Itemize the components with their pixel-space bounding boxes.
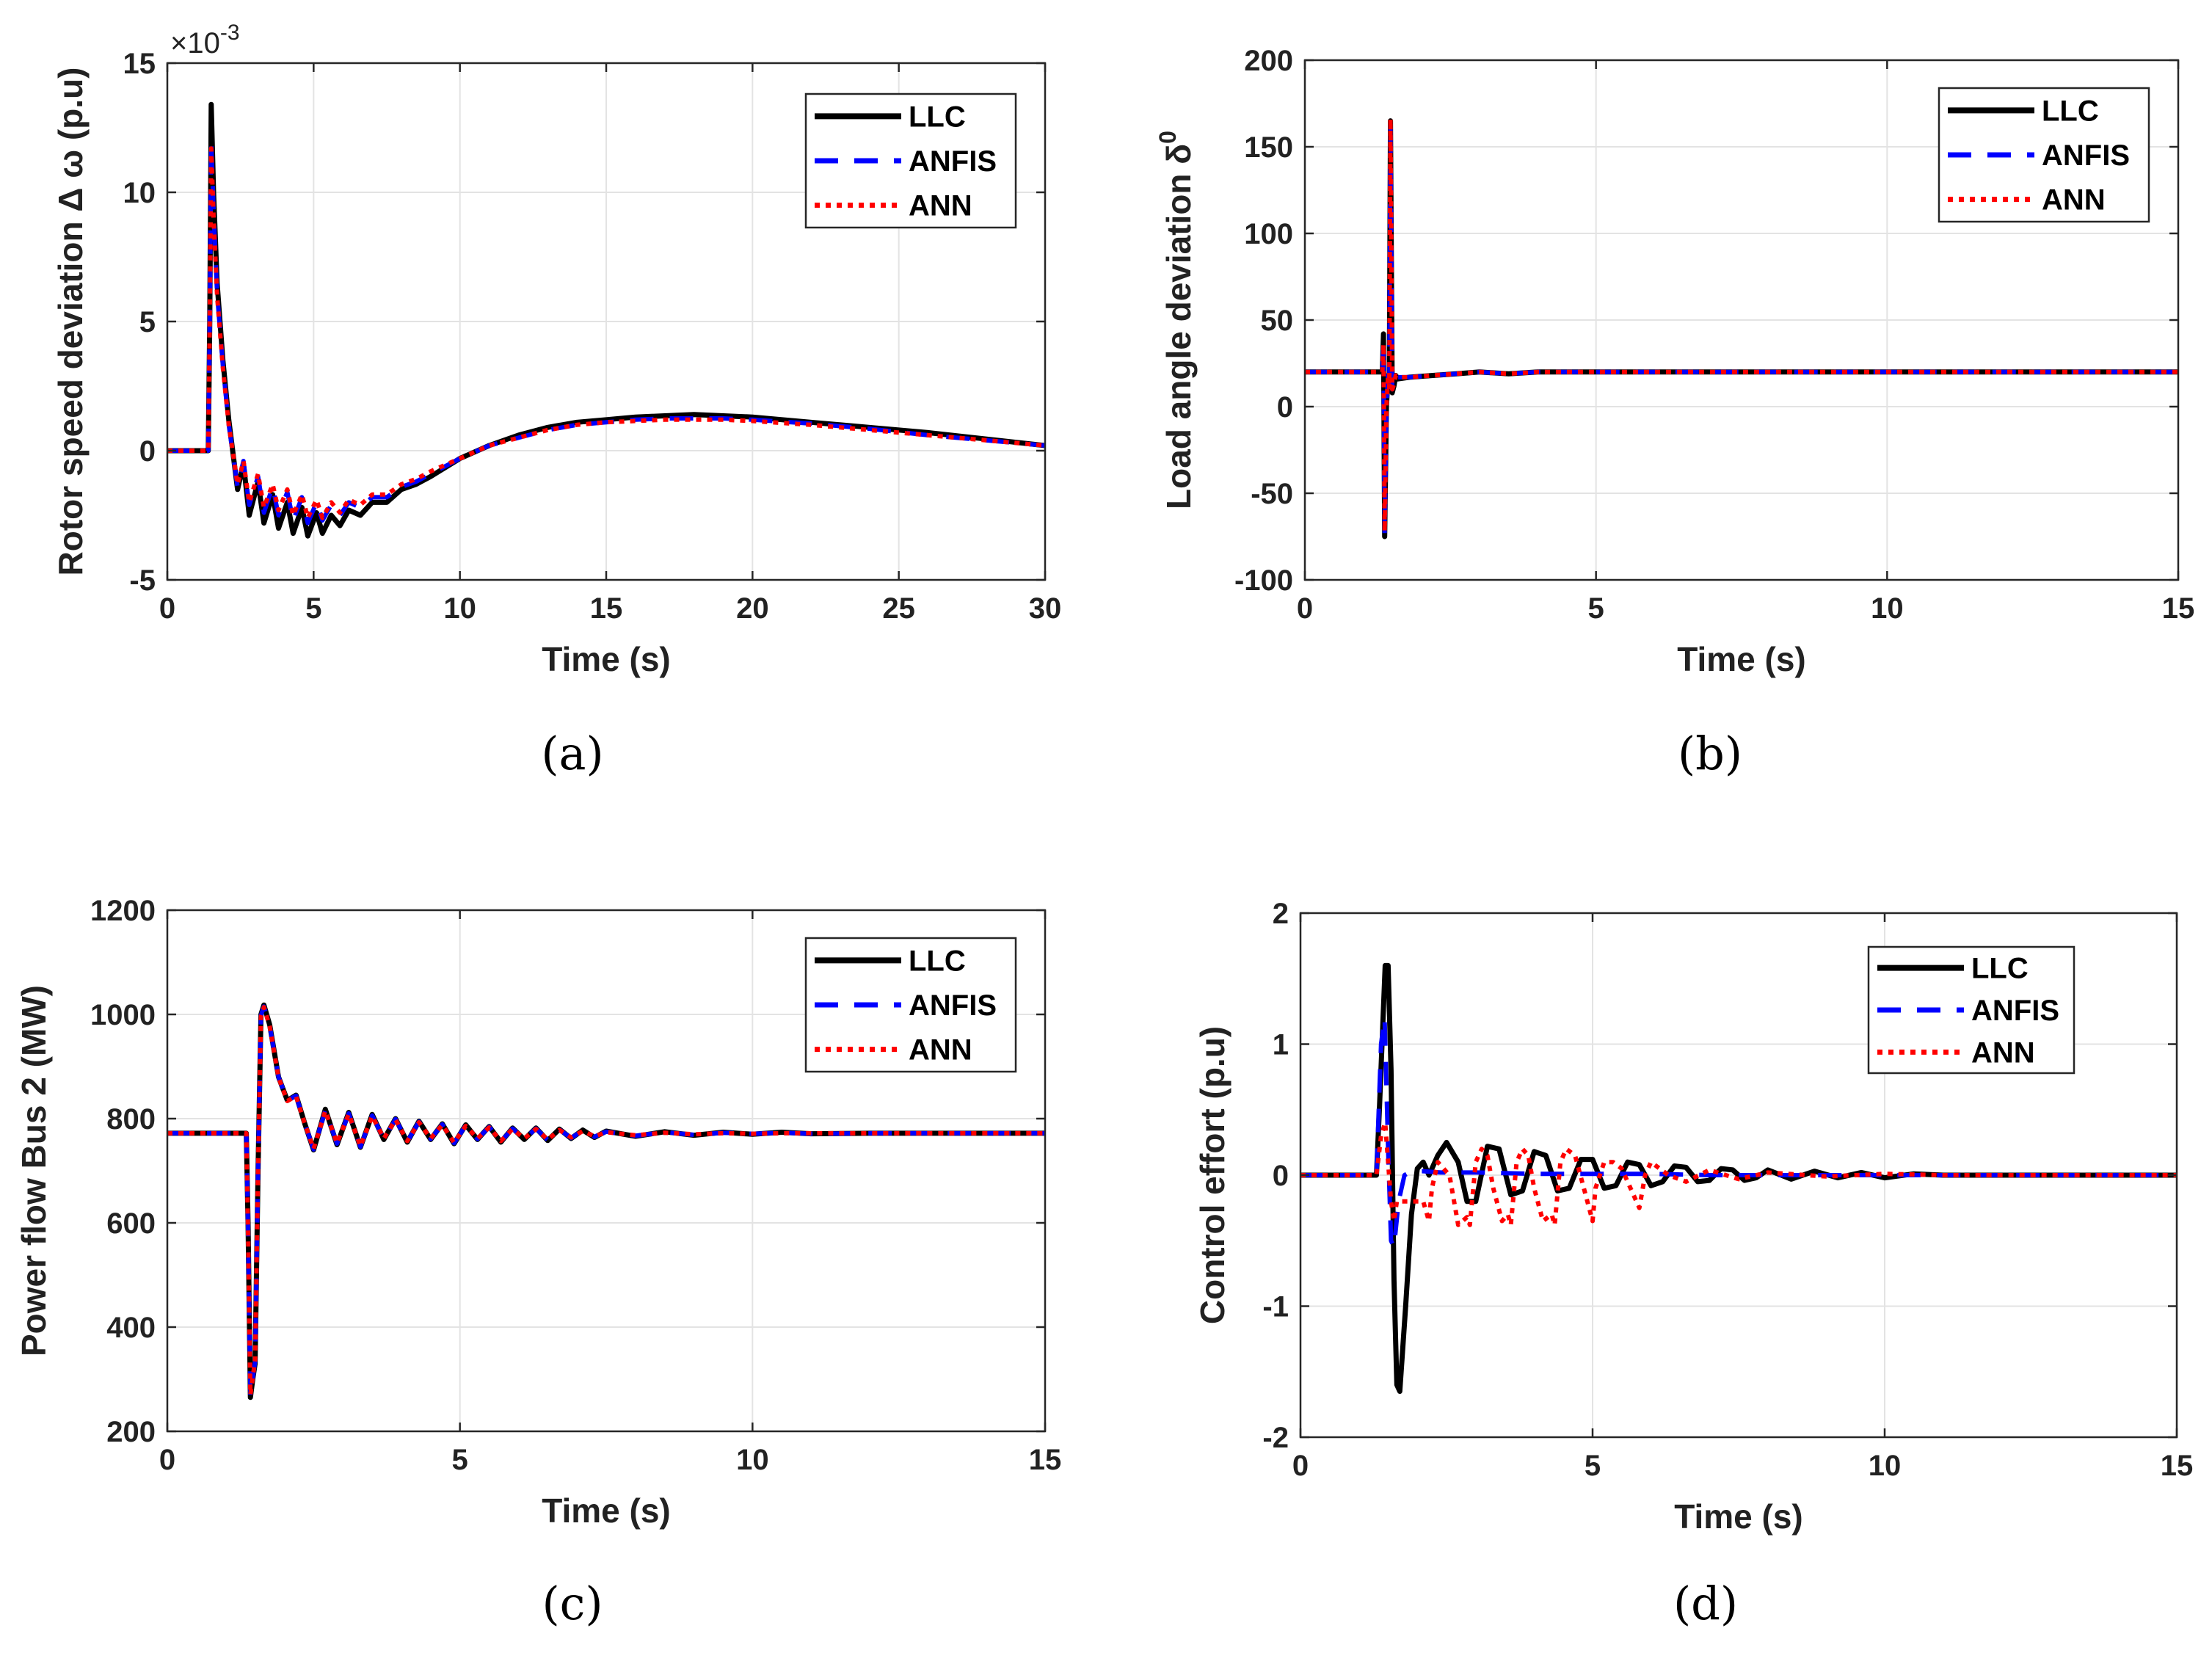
legend-label: ANFIS — [2042, 139, 2130, 172]
series-line-ann — [1305, 117, 2178, 534]
y-tick-label: 150 — [1244, 131, 1293, 164]
y-axis-label: Power flow Bus 2 (MW) — [15, 985, 53, 1356]
x-tick-label: 25 — [882, 592, 915, 625]
panel-caption: (d) — [1673, 1577, 1738, 1630]
y-axis-label: Control effort (p.u) — [1193, 1026, 1231, 1324]
chart-panel: 0 5 10 15 200 400 600 800 1000 1200 Time (s) Power … — [15, 895, 1061, 1630]
x-tick-label: 10 — [736, 1444, 769, 1476]
x-axis-label: Time (s) — [1674, 1497, 1803, 1536]
legend-label: ANN — [1971, 1036, 2035, 1069]
y-tick-label: 0 — [1273, 1160, 1289, 1192]
chart-panel: 0 5 10 15 -100 -50 0 50 100 150 200 Time (s) Load an… — [1154, 45, 2194, 780]
legend-label: ANN — [909, 190, 972, 222]
x-tick-label: 20 — [736, 592, 769, 625]
legend-label: ANFIS — [909, 145, 997, 178]
y-tick-label: -1 — [1262, 1291, 1289, 1323]
series-line-ann — [167, 146, 1045, 520]
panel-caption: (b) — [1678, 727, 1742, 780]
panel-caption: (c) — [542, 1577, 603, 1630]
y-tick-label: 1200 — [90, 895, 156, 927]
series-group — [167, 1002, 1045, 1400]
y-tick-label: 1000 — [90, 999, 156, 1031]
x-axis-label: Time (s) — [1677, 640, 1806, 678]
legend-label: LLC — [1971, 953, 2029, 985]
series-line-ann — [1300, 1120, 2177, 1227]
y-tick-label: 100 — [1244, 218, 1293, 250]
legend-label: LLC — [909, 945, 966, 977]
y-tick-label: 200 — [1244, 45, 1293, 77]
x-tick-label: 10 — [1869, 1450, 1902, 1482]
y-tick-label: 800 — [106, 1103, 156, 1136]
legend-label: ANN — [909, 1034, 972, 1067]
y-tick-label: -50 — [1251, 478, 1293, 510]
legend-label: LLC — [2042, 95, 2099, 127]
x-tick-label: 10 — [1871, 592, 1904, 625]
chart-panel: 0 5 10 15 -2 -1 0 1 2 Time (s) Control effort (p.u… — [1193, 898, 2193, 1630]
y-tick-label: 50 — [1261, 305, 1294, 337]
x-tick-label: 5 — [1585, 1450, 1601, 1482]
y-tick-label: -2 — [1262, 1422, 1289, 1454]
legend: LLC ANFIS ANN — [804, 92, 1017, 229]
x-tick-label: 0 — [159, 592, 175, 625]
legend: LLC ANFIS ANN — [1867, 945, 2075, 1075]
legend-label: ANFIS — [1971, 995, 2059, 1027]
legend-label: LLC — [909, 101, 966, 133]
y-tick-label: 5 — [139, 306, 156, 338]
x-tick-label: 5 — [305, 592, 321, 625]
x-axis-label: Time (s) — [542, 1492, 671, 1530]
y-tick-label: -5 — [129, 564, 156, 597]
series-line-anfis — [167, 1004, 1045, 1398]
y-tick-label: 1 — [1273, 1029, 1289, 1061]
x-tick-label: 5 — [1588, 592, 1604, 625]
x-tick-label: 15 — [2161, 1450, 2194, 1482]
x-axis-label: Time (s) — [542, 640, 671, 678]
series-line-anfis — [167, 138, 1045, 526]
x-tick-label: 5 — [452, 1444, 468, 1476]
y-tick-label: 0 — [1277, 391, 1293, 424]
legend-label: ANN — [2042, 184, 2106, 217]
panel-caption: (a) — [541, 727, 603, 780]
y-axis-label: Load angle deviation δ0 — [1154, 131, 1198, 509]
x-tick-label: 30 — [1029, 592, 1062, 625]
x-tick-label: 0 — [1297, 592, 1313, 625]
series-group — [167, 101, 1045, 539]
legend: LLC ANFIS ANN — [1938, 87, 2150, 223]
x-tick-label: 15 — [2162, 592, 2195, 625]
y-tick-label: -100 — [1234, 564, 1293, 597]
y-tick-label: 600 — [106, 1207, 156, 1240]
x-tick-label: 0 — [159, 1444, 175, 1476]
y-tick-label: 15 — [123, 48, 156, 80]
y-tick-label: 2 — [1273, 898, 1289, 930]
series-group — [1300, 962, 2177, 1394]
plot-frame — [166, 909, 1047, 1433]
y-tick-label: 400 — [106, 1312, 156, 1344]
series-line-llc — [1300, 962, 2177, 1394]
y-axis-label: Rotor speed deviation Δ ω (p.u) — [51, 68, 90, 576]
legend: LLC ANFIS ANN — [804, 937, 1017, 1073]
x-tick-label: 15 — [1029, 1444, 1062, 1476]
y-tick-label: 200 — [106, 1416, 156, 1448]
series-group — [1305, 117, 2178, 540]
legend-label: ANFIS — [909, 989, 997, 1022]
x-tick-label: 15 — [590, 592, 623, 625]
y-multiplier: ×10-3 — [170, 21, 240, 59]
y-tick-label: 10 — [123, 177, 156, 209]
x-tick-label: 10 — [443, 592, 476, 625]
y-tick-label: 0 — [139, 435, 156, 468]
x-tick-label: 0 — [1292, 1450, 1309, 1482]
